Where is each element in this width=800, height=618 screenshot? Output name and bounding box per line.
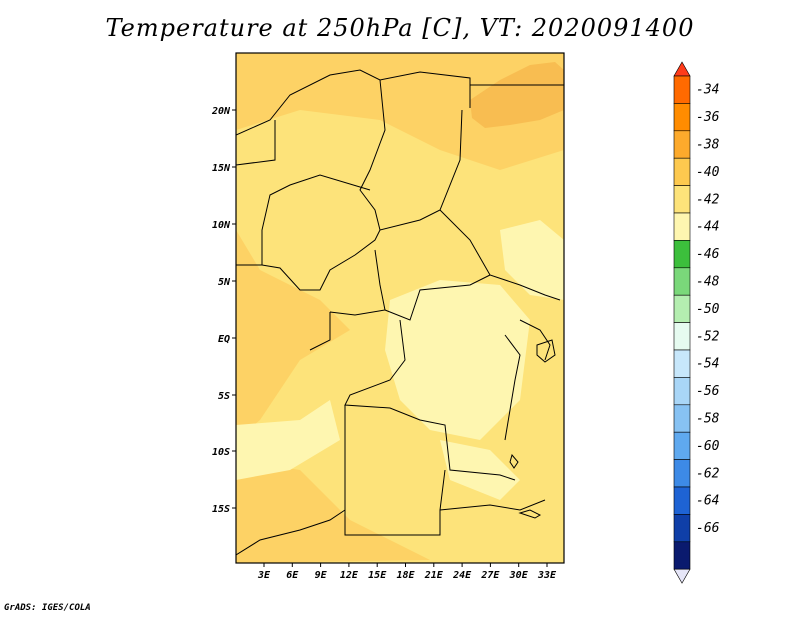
lat-label-eq: EQ bbox=[218, 334, 230, 345]
colorbar-bottom-arrow bbox=[673, 568, 691, 584]
colorbar-swatch bbox=[673, 157, 691, 186]
country-borders bbox=[236, 69, 564, 556]
lon-label-21e: 21E bbox=[424, 570, 444, 581]
colorbar-label: -40 bbox=[696, 165, 720, 180]
lon-label-12e: 12E bbox=[340, 570, 359, 581]
lat-label-15s: 15S bbox=[212, 504, 230, 515]
colorbar-swatch bbox=[673, 294, 691, 323]
lon-label-27e: 27E bbox=[480, 570, 500, 581]
colorbar-swatch bbox=[673, 377, 691, 406]
colorbar-swatch bbox=[673, 541, 691, 570]
lon-label-24e: 24E bbox=[452, 570, 472, 581]
field-hot-northeast bbox=[470, 62, 564, 128]
colorbar-label: -60 bbox=[696, 439, 720, 454]
colorbar-label: -42 bbox=[696, 192, 720, 207]
field-warm-north bbox=[236, 53, 564, 170]
colorbar bbox=[673, 61, 691, 584]
lon-label-9e: 9E bbox=[315, 570, 328, 581]
lon-label-33e: 33E bbox=[537, 570, 557, 581]
latitude-labels: 20N 15N 10N 5N EQ 5S 10S 15S bbox=[211, 106, 236, 515]
colorbar-label: -38 bbox=[696, 138, 720, 153]
colorbar-label: -48 bbox=[696, 275, 720, 290]
colorbar-swatch bbox=[673, 431, 691, 460]
colorbar-swatch bbox=[673, 103, 691, 132]
colorbar-swatch bbox=[673, 212, 691, 241]
lakes bbox=[509, 339, 556, 519]
lat-label-5n: 5N bbox=[218, 277, 231, 288]
colorbar-label: -50 bbox=[696, 302, 720, 317]
colorbar-swatch bbox=[673, 514, 691, 543]
colorbar-swatch bbox=[673, 459, 691, 488]
colorbar-swatch bbox=[673, 240, 691, 269]
field-cool-center bbox=[385, 280, 530, 440]
lat-label-10n: 10N bbox=[212, 220, 231, 231]
lon-label-18e: 18E bbox=[396, 570, 415, 581]
colorbar-label: -36 bbox=[696, 110, 720, 125]
lat-label-10s: 10S bbox=[212, 447, 230, 458]
colorbar-labels: -34 -36 -38 -40 -42 -44 -46 -48 -50 -52 -54 -56 -58 -… bbox=[696, 83, 720, 536]
lat-label-20n: 20N bbox=[211, 106, 231, 117]
colorbar-swatch bbox=[673, 486, 691, 515]
colorbar-label: -52 bbox=[696, 329, 720, 344]
lon-label-15e: 15E bbox=[368, 570, 387, 581]
field-warm-south bbox=[236, 460, 430, 563]
colorbar-swatch bbox=[673, 130, 691, 159]
colorbar-label: -34 bbox=[696, 83, 719, 98]
colorbar-swatch bbox=[673, 267, 691, 296]
colorbar-swatch bbox=[673, 185, 691, 214]
lon-label-6e: 6E bbox=[286, 570, 299, 581]
colorbar-swatch bbox=[673, 75, 691, 104]
colorbar-label: -44 bbox=[696, 220, 719, 235]
lon-label-30e: 30E bbox=[509, 570, 529, 581]
longitude-labels: 3E 6E 9E 12E 15E 18E 21E 24E 27E 30E 33E bbox=[257, 563, 557, 581]
field-cool-east bbox=[500, 220, 564, 300]
colorbar-label: -62 bbox=[696, 466, 720, 481]
colorbar-label: -56 bbox=[696, 384, 720, 399]
lat-label-5s: 5S bbox=[218, 391, 230, 402]
map-frame bbox=[235, 52, 565, 564]
field-cool-sw bbox=[236, 400, 340, 480]
colorbar-label: -66 bbox=[696, 521, 720, 536]
colorbar-label: -46 bbox=[696, 247, 720, 262]
colorbar-label: -58 bbox=[696, 412, 720, 427]
colorbar-swatch bbox=[673, 322, 691, 351]
colorbar-label: -64 bbox=[696, 494, 719, 509]
colorbar-swatch bbox=[673, 404, 691, 433]
colorbar-top-arrow bbox=[673, 61, 691, 77]
lon-label-3e: 3E bbox=[257, 570, 271, 581]
field-warm-west bbox=[236, 230, 350, 440]
footer-credit: GrADS: IGES/COLA bbox=[4, 603, 91, 613]
temperature-field bbox=[236, 53, 564, 563]
colorbar-label: -54 bbox=[696, 357, 719, 372]
field-cool-south-central bbox=[440, 440, 520, 500]
colorbar-swatch bbox=[673, 349, 691, 378]
chart-title: Temperature at 250hPa [C], VT: 202009140… bbox=[105, 14, 695, 42]
lat-label-15n: 15N bbox=[212, 163, 231, 174]
